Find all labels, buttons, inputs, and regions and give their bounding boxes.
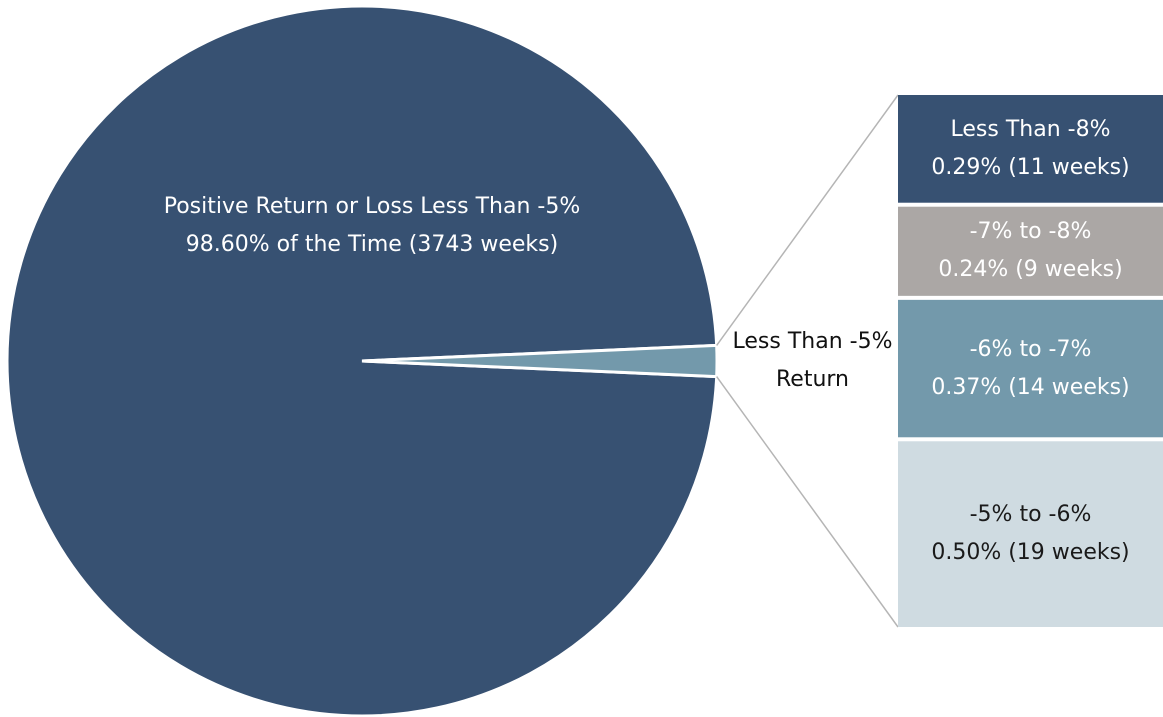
value-label: 0.29% (11 weeks) xyxy=(931,154,1130,180)
pie-slice xyxy=(361,343,719,379)
main-slice-label: Positive Return or Loss Less Than -5% 98… xyxy=(72,188,672,264)
category-label: -7% to -8% xyxy=(969,219,1092,245)
category-label: -6% to -7% xyxy=(969,336,1092,362)
slice-value-label: 98.60% of the Time (3743 weeks) xyxy=(185,232,559,257)
category-label: -5% to -6% xyxy=(969,502,1092,528)
connector xyxy=(716,94,899,346)
breakdown-bar xyxy=(898,441,1163,627)
breakdown-label: -6% to -7% 0.37% (14 weeks) xyxy=(898,300,1163,437)
breakdown-label: -7% to -8% 0.24% (9 weeks) xyxy=(898,207,1163,296)
small-slice-label: Less Than -5% Return xyxy=(732,329,893,392)
category-label: Less Than -8% xyxy=(950,116,1111,142)
connector xyxy=(716,376,899,628)
value-label: 0.24% (9 weeks) xyxy=(938,257,1123,283)
breakdown-label: -5% to -6% 0.50% (19 weeks) xyxy=(898,441,1163,627)
breakdown-bar xyxy=(898,206,1163,296)
pie-slice xyxy=(5,4,719,717)
breakdown-label: Less Than -8% 0.29% (11 weeks) xyxy=(898,95,1163,203)
value-label: 0.50% (19 weeks) xyxy=(931,540,1130,566)
value-label: 0.37% (14 weeks) xyxy=(931,374,1130,400)
slice-name: Positive Return or Loss Less Than -5% xyxy=(163,194,581,219)
breakdown-bar xyxy=(898,299,1163,438)
breakdown-bar xyxy=(898,95,1163,203)
